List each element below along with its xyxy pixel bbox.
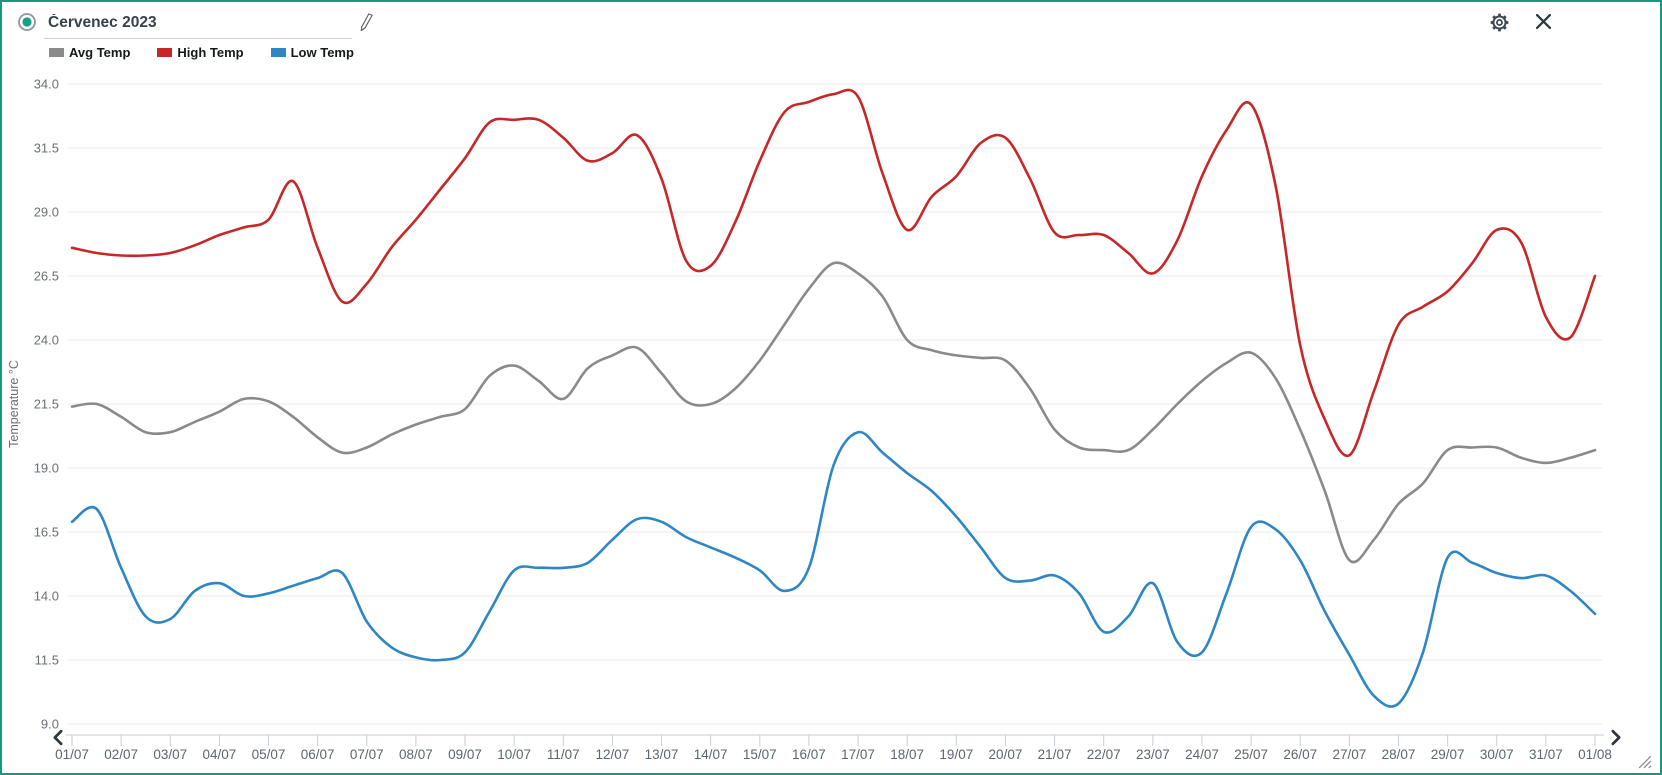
close-icon[interactable] — [1534, 12, 1552, 30]
x-tick-label: 05/07 — [252, 747, 286, 762]
x-tick-label: 17/07 — [841, 747, 875, 762]
high-temp-swatch — [157, 48, 173, 57]
x-tick-label: 01/07 — [55, 747, 89, 762]
avg-temp-swatch — [49, 48, 64, 57]
x-tick-label: 22/07 — [1087, 747, 1121, 762]
x-tick-label: 28/07 — [1382, 747, 1416, 762]
x-tick-label: 24/07 — [1185, 747, 1219, 762]
x-tick-label: 29/07 — [1431, 747, 1465, 762]
y-tick-label: 11.5 — [35, 653, 59, 668]
y-tick-label: 19.0 — [34, 461, 59, 476]
x-tick-label: 12/07 — [596, 747, 630, 762]
x-tick-label: 02/07 — [104, 747, 138, 762]
low-temp-line — [70, 430, 1597, 708]
x-tick-label: 21/07 — [1038, 747, 1072, 762]
x-tick-label: 23/07 — [1136, 747, 1170, 762]
x-tick-label: 19/07 — [939, 747, 973, 762]
x-tick-label: 10/07 — [497, 747, 531, 762]
x-tick-label: 27/07 — [1332, 747, 1366, 762]
chart-title-input[interactable] — [44, 8, 352, 39]
legend-item-low-temp[interactable]: Low Temp — [270, 45, 354, 60]
x-tick-label: 25/07 — [1234, 747, 1268, 762]
chart-legend: Avg Temp High Temp Low Temp — [49, 45, 354, 60]
y-tick-label: 24.0 — [34, 333, 59, 348]
y-tick-label: 14.0 — [34, 589, 59, 604]
x-tick-label: 04/07 — [202, 747, 236, 762]
x-tick-label: 06/07 — [301, 747, 335, 762]
legend-label: Low Temp — [290, 45, 354, 60]
chevron-left-icon[interactable] — [50, 728, 66, 746]
x-tick-label: 20/07 — [989, 747, 1023, 762]
avg-temp-line — [70, 261, 1597, 564]
y-tick-label: 16.5 — [34, 525, 59, 540]
y-tick-label: 9.0 — [41, 717, 59, 732]
y-tick-label: 31.5 — [34, 141, 59, 156]
legend-label: High Temp — [177, 45, 244, 60]
resize-handle-icon[interactable] — [1636, 753, 1652, 769]
y-tick-label: 26.5 — [34, 269, 59, 284]
legend-item-high-temp[interactable]: High Temp — [157, 45, 244, 60]
y-axis-title: Temperature °C — [7, 360, 21, 448]
x-tick-label: 03/07 — [153, 747, 187, 762]
chevron-right-icon[interactable] — [1608, 728, 1624, 746]
radio-circle-icon[interactable] — [17, 12, 37, 32]
gear-icon[interactable] — [1488, 11, 1510, 33]
y-tick-label: 29.0 — [34, 205, 59, 220]
legend-label: Avg Temp — [69, 45, 131, 60]
x-tick-label: 30/07 — [1480, 747, 1514, 762]
x-tick-label: 07/07 — [350, 747, 384, 762]
low-temp-swatch — [270, 48, 286, 57]
legend-item-avg-temp[interactable]: Avg Temp — [49, 45, 130, 60]
x-tick-label: 16/07 — [792, 747, 826, 762]
x-tick-label: 31/07 — [1529, 747, 1563, 762]
x-tick-label: 01/08 — [1578, 747, 1612, 762]
x-tick-label: 09/07 — [448, 747, 482, 762]
x-tick-label: 11/07 — [547, 747, 580, 762]
x-tick-label: 18/07 — [890, 747, 924, 762]
x-tick-label: 13/07 — [645, 747, 679, 762]
x-tick-label: 14/07 — [694, 747, 728, 762]
x-tick-label: 08/07 — [399, 747, 433, 762]
x-tick-label: 26/07 — [1283, 747, 1317, 762]
x-tick-label: 15/07 — [743, 747, 777, 762]
y-tick-label: 21.5 — [34, 397, 59, 412]
high-temp-line — [70, 88, 1597, 458]
y-tick-label: 34.0 — [34, 77, 59, 92]
pencil-icon[interactable] — [357, 11, 375, 33]
